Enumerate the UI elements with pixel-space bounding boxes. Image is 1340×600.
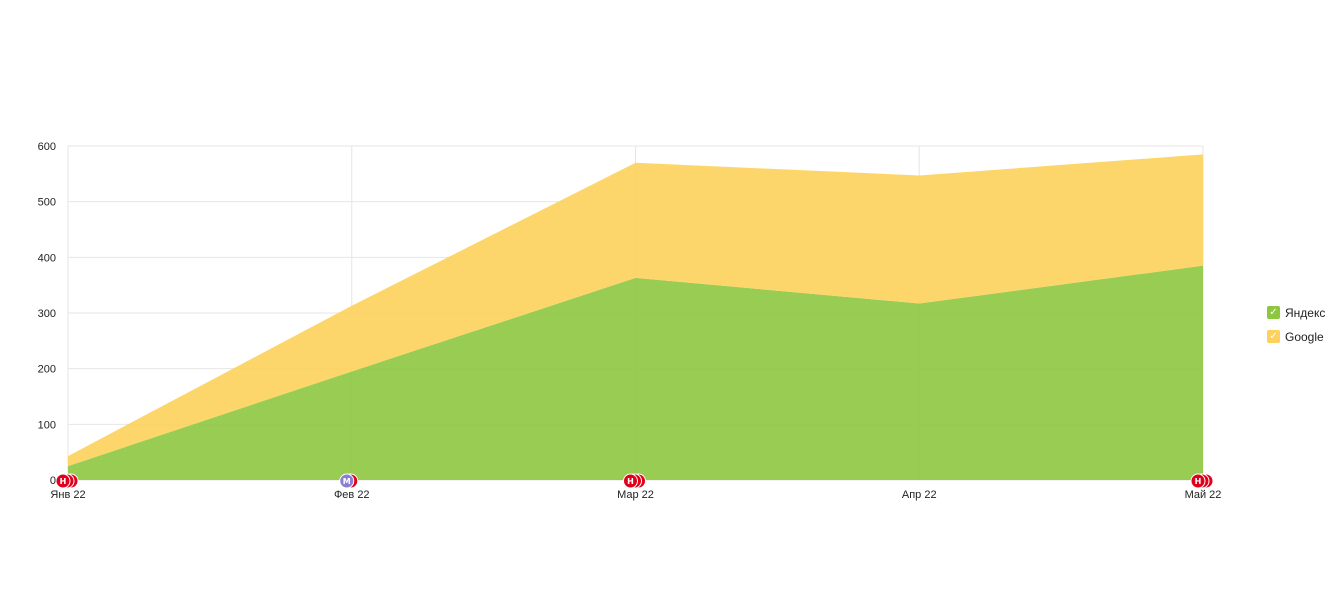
annotation-marker-letter: Н: [627, 477, 634, 486]
series-areas: [68, 154, 1203, 480]
annotation-marker[interactable]: Н: [1190, 473, 1206, 489]
check-icon: ✓: [1269, 307, 1278, 318]
area-series-0: [68, 265, 1203, 480]
annotation-marker-letter: Н: [60, 477, 67, 486]
y-tick-label: 400: [38, 252, 56, 264]
x-tick-label: Фев 22: [334, 489, 370, 501]
legend-item-google[interactable]: ✓ Google: [1267, 329, 1325, 344]
y-tick-label: 300: [38, 308, 56, 320]
annotation-marker[interactable]: Н: [623, 473, 638, 489]
annotation-marker-circle: [623, 473, 638, 489]
x-tick-label: Янв 22: [50, 489, 85, 501]
legend-checkbox-google[interactable]: ✓: [1267, 330, 1280, 343]
area-series-1: [68, 154, 1203, 467]
y-tick-label: 100: [38, 419, 56, 431]
annotation-marker-circle: [339, 473, 355, 489]
check-icon: ✓: [1269, 331, 1278, 342]
y-axis-labels: 0 100 200 300 400 500 600: [38, 141, 56, 487]
legend: ✓ Яндекс ✓ Google: [1267, 305, 1325, 353]
annotation-marker[interactable]: М: [339, 473, 355, 489]
legend-label-yandex: Яндекс: [1285, 305, 1326, 320]
annotation-marker-letter: М: [343, 477, 351, 486]
annotation-marker-letter: Н: [1195, 477, 1202, 486]
y-tick-label: 0: [50, 475, 56, 487]
legend-checkbox-yandex[interactable]: ✓: [1267, 306, 1280, 319]
x-tick-label: Апр 22: [902, 489, 937, 501]
legend-item-yandex[interactable]: ✓ Яндекс: [1267, 305, 1325, 320]
x-tick-label: Май 22: [1185, 489, 1222, 501]
x-tick-label: Мар 22: [617, 489, 654, 501]
y-tick-label: 600: [38, 141, 56, 153]
y-tick-label: 500: [38, 197, 56, 209]
annotation-marker-circle: [1190, 473, 1206, 489]
y-tick-label: 200: [38, 364, 56, 376]
x-axis-labels: Янв 22 Фев 22 Мар 22 Апр 22 Май 22: [50, 489, 1221, 501]
annotation-marker[interactable]: Н: [55, 473, 71, 489]
annotation-marker-circle: [55, 473, 71, 489]
legend-label-google: Google: [1285, 329, 1324, 344]
